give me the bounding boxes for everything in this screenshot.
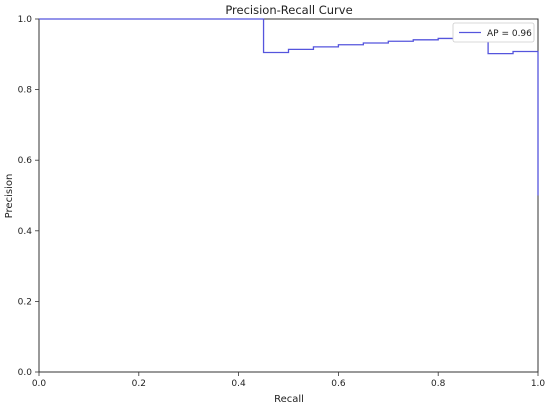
legend-label: AP = 0.96 bbox=[487, 29, 532, 39]
y-tick-label: 0.6 bbox=[18, 156, 33, 166]
y-tick-label: 0.4 bbox=[18, 227, 33, 237]
y-tick-label: 0.2 bbox=[18, 297, 32, 307]
legend: AP = 0.96 bbox=[452, 22, 535, 43]
x-tick-label: 0.8 bbox=[431, 379, 446, 389]
series-group bbox=[39, 18, 539, 196]
x-tick-label: 0.2 bbox=[132, 379, 146, 389]
x-tick-label: 0.0 bbox=[32, 379, 47, 389]
x-tick-label: 1.0 bbox=[531, 379, 546, 389]
chart-title: Precision-Recall Curve bbox=[225, 3, 352, 17]
plot-area bbox=[38, 18, 539, 373]
y-tick-label: 0.0 bbox=[18, 368, 33, 378]
series-line bbox=[39, 18, 539, 196]
x-tick-label: 0.6 bbox=[331, 379, 346, 389]
y-tick-label: 1.0 bbox=[18, 15, 33, 25]
x-tick-label: 0.4 bbox=[231, 379, 246, 389]
y-tick-label: 0.8 bbox=[18, 86, 33, 96]
x-axis-label: Recall bbox=[274, 394, 304, 405]
legend-box bbox=[452, 22, 535, 43]
axis-ticks: 0.0 0.2 0.4 0.6 0.8 1.0 0.0 0.2 0.4 0.6 0.8 1.0 bbox=[18, 15, 546, 389]
y-axis-label: Precision bbox=[4, 174, 15, 219]
